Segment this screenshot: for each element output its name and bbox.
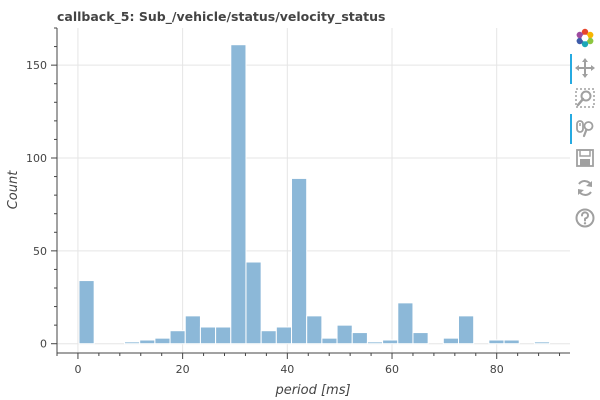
box-zoom-icon (575, 88, 595, 108)
histogram-bar (154, 337, 171, 345)
axis-ticks: 0 20 40 60 80 0 50 100 150 (26, 27, 561, 376)
pan-tool-button[interactable] (570, 54, 600, 84)
histogram-bar (503, 339, 520, 345)
reset-tool-button[interactable] (570, 174, 600, 204)
histogram-bar (275, 326, 293, 345)
histogram-bar (230, 44, 247, 345)
histogram-bar (351, 332, 368, 345)
x-axis-label: period [ms] (274, 383, 350, 398)
histogram-bar (245, 261, 262, 345)
histogram-bar (458, 315, 475, 345)
y-tick-label: 0 (40, 338, 47, 351)
histogram-bar (260, 330, 277, 345)
bokeh-logo-icon (576, 28, 594, 48)
histogram-bar (397, 302, 414, 345)
histogram-bar (215, 326, 232, 345)
histogram-bar (412, 332, 429, 345)
histogram-bar (306, 315, 323, 345)
histogram-bar (533, 341, 551, 345)
histogram-bar (366, 341, 384, 345)
histogram-bar (321, 337, 338, 345)
histogram-bar (336, 324, 353, 345)
x-tick-label: 80 (490, 363, 504, 376)
help-tool-button[interactable] (570, 204, 600, 234)
histogram-bar (184, 315, 201, 345)
plot-toolbar (570, 24, 600, 244)
histogram-bar (124, 341, 141, 345)
histogram-bar (139, 339, 156, 345)
pan-icon (575, 58, 595, 78)
histogram-bar (382, 339, 399, 345)
x-tick-label: 40 (280, 363, 294, 376)
x-tick-label: 20 (176, 363, 190, 376)
y-tick-label: 50 (33, 245, 47, 258)
histogram-bar (78, 280, 95, 345)
grid-lines (57, 28, 570, 353)
save-tool-button[interactable] (570, 144, 600, 174)
histogram-bar (488, 339, 505, 345)
x-tick-label: 0 (74, 363, 81, 376)
save-icon (576, 149, 594, 167)
y-axis-label: Count (6, 170, 21, 210)
chart-title: callback_5: Sub_/vehicle/status/velocity… (57, 9, 386, 25)
help-icon (575, 208, 595, 228)
histogram-bar (442, 337, 460, 345)
y-tick-label: 100 (26, 152, 47, 165)
box-zoom-tool-button[interactable] (570, 84, 600, 114)
histogram-bar (199, 326, 217, 345)
reset-icon (578, 180, 592, 196)
wheel-zoom-icon (576, 120, 594, 138)
histogram-bar (291, 177, 308, 345)
bokeh-logo-link[interactable] (570, 24, 600, 54)
histogram-bars (78, 44, 551, 345)
histogram-bar (169, 330, 186, 345)
axes (56, 28, 570, 354)
x-tick-label: 60 (385, 363, 399, 376)
y-tick-label: 150 (26, 59, 47, 72)
wheel-zoom-tool-button[interactable] (570, 114, 600, 144)
